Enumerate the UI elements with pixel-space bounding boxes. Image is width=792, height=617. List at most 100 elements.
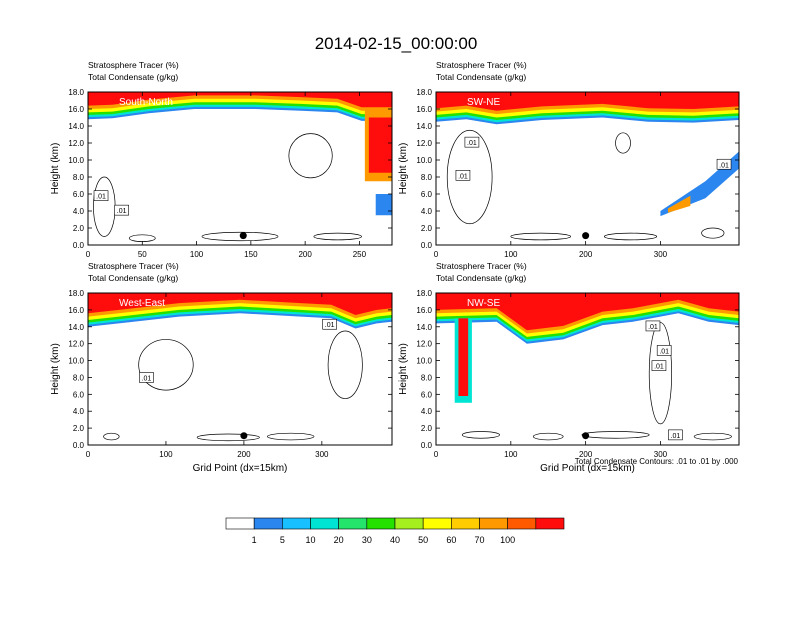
- colorbar-swatch: [479, 517, 508, 530]
- y-tick-label: 10.0: [68, 357, 84, 366]
- y-tick-label: 10.0: [416, 357, 432, 366]
- contour-line: [701, 227, 725, 239]
- panel-label: South-North: [119, 97, 173, 108]
- y-tick-label: 6.0: [73, 390, 85, 399]
- tracer-intrusion-core: [368, 117, 392, 173]
- y-tick-label: 18.0: [416, 289, 432, 298]
- tracer-layer-6: [88, 92, 392, 108]
- colorbar-label: 40: [390, 535, 400, 545]
- y-tick-label: 12.0: [68, 139, 84, 148]
- y-tick-label: 4.0: [73, 207, 85, 216]
- colorbar-swatch: [507, 517, 537, 530]
- marker-point: [239, 232, 247, 240]
- panel-line2: Total Condensate (g/kg): [88, 273, 178, 283]
- x-tick-label: 200: [579, 450, 593, 459]
- x-axis-label: Grid Point (dx=15km): [540, 463, 635, 474]
- y-tick-label: 0.0: [421, 241, 433, 250]
- y-tick-label: 8.0: [421, 173, 433, 182]
- contour-label-box: [455, 170, 471, 181]
- contour-line: [693, 432, 732, 441]
- plot-frame: [87, 292, 393, 446]
- y-tick-label: 2.0: [73, 224, 85, 233]
- contour-label-box: [656, 345, 672, 356]
- marker-point: [582, 232, 590, 240]
- tracer-column-core: [458, 318, 469, 397]
- y-tick-label: 10.0: [416, 156, 432, 165]
- colorbar-label: 10: [305, 535, 315, 545]
- colorbar-swatch: [253, 517, 283, 530]
- contour-line: [266, 432, 315, 441]
- colorbar-label: 100: [500, 535, 515, 545]
- contour-label-box: [322, 318, 337, 330]
- contour-label-box: [114, 204, 129, 216]
- plot-frame: [435, 292, 740, 446]
- contour-line: [288, 133, 333, 179]
- x-tick-label: 300: [654, 250, 668, 259]
- x-tick-label: 300: [315, 450, 329, 459]
- panel-line1: Stratosphere Tracer (%): [436, 261, 527, 271]
- tracer-filament-core: [667, 195, 691, 213]
- y-tick-label: 10.0: [68, 156, 84, 165]
- contour-label-box: [464, 136, 480, 148]
- panel-line2: Total Condensate (g/kg): [88, 72, 178, 82]
- y-tick-label: 12.0: [68, 340, 84, 349]
- figure-title: 2014-02-15_00:00:00: [315, 34, 478, 53]
- y-tick-label: 2.0: [421, 424, 433, 433]
- colorbar-swatch: [282, 517, 311, 530]
- x-tick-label: 0: [434, 450, 439, 459]
- colorbar-swatch: [422, 517, 452, 530]
- x-tick-label: 100: [504, 250, 518, 259]
- panel-3: .01 .01 0.0 2.0 4.0 6.0 8.0 10.0 12.0 14.0 16.0 18.…: [50, 261, 393, 474]
- contour-line: [201, 231, 279, 242]
- x-tick-label: 150: [244, 250, 258, 259]
- contour-note: Total Condensate Contours: .01 to .01 by…: [575, 457, 739, 466]
- y-tick-label: 8.0: [73, 373, 85, 382]
- y-tick-label: 8.0: [73, 173, 85, 182]
- contour-label: .01: [467, 140, 477, 147]
- contour-label: .01: [117, 208, 127, 215]
- colorbar-swatch: [310, 517, 339, 530]
- panel-line1: Stratosphere Tracer (%): [436, 60, 527, 70]
- y-tick-label: 2.0: [73, 424, 85, 433]
- y-tick-label: 2.0: [421, 224, 433, 233]
- contour-line: [615, 132, 631, 154]
- y-tick-label: 14.0: [416, 323, 432, 332]
- contour-line: [648, 322, 673, 425]
- contour-label: .01: [659, 348, 669, 355]
- y-axis-label: Height (km): [398, 343, 409, 395]
- panel-1: .01 .01 0.0 2.0 4.0 6.0 8.0 10.0 12.0 14.0 16.0 18.…: [50, 60, 393, 259]
- colorbar: 1 5 10 20 30 40 50 60 70 100: [225, 517, 565, 545]
- panel-line2: Total Condensate (g/kg): [436, 72, 526, 82]
- y-axis-label: Height (km): [50, 143, 61, 195]
- y-tick-label: 6.0: [421, 190, 433, 199]
- colorbar-label: 50: [418, 535, 428, 545]
- colorbar-swatch: [535, 517, 565, 530]
- x-tick-label: 0: [86, 250, 91, 259]
- panels: .01 .01 0.0 2.0 4.0 6.0 8.0 10.0 12.0 14.0 16.0 18.…: [50, 60, 740, 474]
- x-tick-label: 100: [190, 250, 204, 259]
- colorbar-swatch: [394, 517, 424, 530]
- x-tick-label: 200: [579, 250, 593, 259]
- contour-label-box: [716, 158, 732, 170]
- panel-label: NW-SE: [467, 298, 500, 309]
- contour-line: [138, 339, 194, 391]
- marker-point: [240, 432, 248, 440]
- contour-line: [327, 330, 363, 399]
- contour-label: .01: [458, 173, 468, 180]
- plot-area: [88, 92, 392, 245]
- x-tick-label: 50: [138, 250, 147, 259]
- contour-label-box: [668, 429, 683, 441]
- contour-label-box: [139, 372, 154, 383]
- y-tick-label: 0.0: [73, 241, 85, 250]
- x-tick-label: 100: [504, 450, 518, 459]
- contour-line: [581, 431, 650, 439]
- colorbar-swatch: [451, 517, 480, 530]
- tracer-band: [88, 293, 392, 329]
- y-tick-label: 0.0: [73, 441, 85, 450]
- y-axis-label: Height (km): [398, 143, 409, 195]
- tracer-layer-6: [436, 293, 739, 331]
- x-tick-label: 100: [159, 450, 173, 459]
- colorbar-label: 5: [280, 535, 285, 545]
- x-tick-label: 200: [298, 250, 312, 259]
